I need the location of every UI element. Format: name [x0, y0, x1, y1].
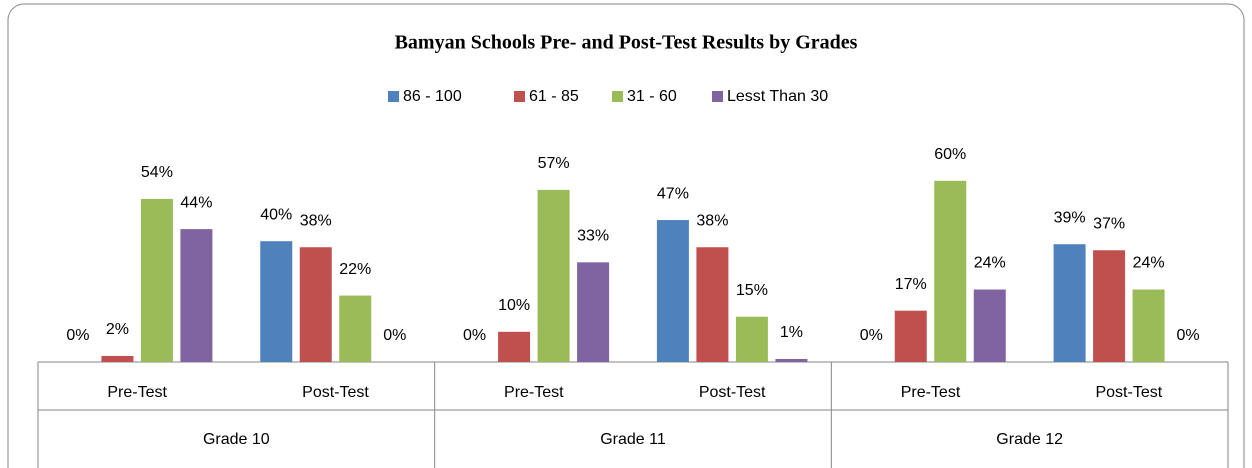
data-label: 0% [463, 327, 486, 344]
data-label: 0% [860, 327, 883, 344]
data-label: 10% [498, 297, 530, 314]
data-label: 47% [657, 185, 689, 202]
data-label: 24% [1133, 255, 1165, 272]
bar [934, 180, 967, 362]
bar [577, 262, 610, 362]
data-label: 17% [895, 276, 927, 293]
bar [260, 241, 293, 362]
x-tick-label: Post-Test [699, 384, 766, 401]
group-label: Grade 12 [996, 431, 1063, 448]
legend-label: 61 - 85 [529, 88, 579, 105]
data-label: 0% [383, 327, 406, 344]
legend-swatch [712, 91, 723, 102]
data-label: 38% [696, 212, 728, 229]
data-label: 37% [1093, 215, 1125, 232]
data-label: 24% [974, 255, 1006, 272]
data-label: 60% [934, 146, 966, 163]
group-label: Grade 11 [600, 431, 666, 448]
bar [973, 289, 1006, 362]
bar [894, 310, 927, 362]
data-label: 38% [300, 212, 332, 229]
bar [1132, 289, 1165, 362]
bar [1093, 250, 1126, 362]
data-label: 2% [106, 321, 129, 338]
legend-label: 86 - 100 [403, 88, 462, 105]
data-label: 39% [1054, 209, 1086, 226]
legend-label: Lesst Than 30 [727, 88, 828, 105]
bar [735, 316, 768, 362]
x-tick-label: Post-Test [1095, 384, 1162, 401]
x-tick-label: Post-Test [302, 384, 369, 401]
legend-swatch [612, 91, 623, 102]
data-label: 22% [339, 261, 371, 278]
bar [537, 189, 570, 362]
bar [101, 355, 134, 362]
bar [180, 229, 213, 362]
data-label: 15% [736, 282, 768, 299]
data-label: 40% [260, 206, 292, 223]
legend-swatch [514, 91, 525, 102]
legend-swatch [388, 91, 399, 102]
group-label: Grade 10 [203, 431, 270, 448]
x-tick-label: Pre-Test [901, 384, 961, 401]
bar [498, 331, 531, 362]
bar [775, 358, 808, 362]
chart-title: Bamyan Schools Pre- and Post-Test Result… [395, 32, 858, 54]
bar [299, 247, 332, 362]
bar [696, 247, 729, 362]
data-label: 54% [141, 164, 173, 181]
legend-label: 31 - 60 [627, 88, 677, 105]
data-label: 1% [780, 324, 803, 341]
x-tick-label: Pre-Test [504, 384, 564, 401]
bar [140, 198, 173, 362]
data-label: 33% [577, 228, 609, 245]
data-label: 0% [66, 327, 89, 344]
data-label: 57% [538, 155, 570, 172]
data-label: 44% [180, 194, 212, 211]
bar [656, 220, 689, 362]
bar [1053, 244, 1086, 362]
bar [339, 295, 372, 362]
x-tick-label: Pre-Test [107, 384, 167, 401]
data-label: 0% [1177, 327, 1200, 344]
